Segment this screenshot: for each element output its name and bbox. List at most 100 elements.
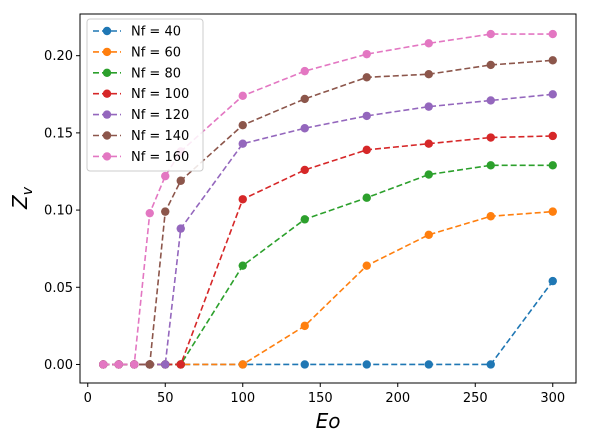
y-tick-label: 0.00 bbox=[44, 358, 73, 373]
y-tick-label: 0.20 bbox=[44, 49, 73, 64]
x-tick-label: 200 bbox=[385, 391, 410, 406]
data-point bbox=[161, 207, 170, 216]
legend-item: Nf = 120 bbox=[93, 108, 189, 123]
data-point bbox=[548, 56, 557, 65]
data-point bbox=[486, 360, 495, 369]
legend-label: Nf = 80 bbox=[131, 66, 181, 81]
legend-label: Nf = 60 bbox=[131, 45, 181, 60]
data-point bbox=[238, 195, 247, 204]
legend-marker bbox=[102, 110, 112, 119]
data-point bbox=[362, 73, 371, 82]
y-tick-label: 0.10 bbox=[44, 204, 73, 219]
x-tick-label: 50 bbox=[157, 391, 174, 406]
data-point bbox=[300, 165, 309, 175]
data-point bbox=[300, 66, 309, 76]
data-point bbox=[238, 120, 247, 130]
data-point bbox=[176, 360, 185, 369]
data-point bbox=[161, 360, 170, 369]
legend-item: Nf = 100 bbox=[93, 87, 189, 102]
data-point bbox=[300, 360, 309, 369]
data-point bbox=[486, 161, 495, 170]
y-axis: 0.00 0.05 0.10 0.15 0.20 bbox=[44, 49, 80, 373]
legend-marker bbox=[102, 68, 112, 78]
x-tick-label: 300 bbox=[540, 391, 565, 406]
legend-item: Nf = 140 bbox=[93, 129, 189, 144]
data-point bbox=[548, 161, 557, 170]
data-point bbox=[362, 145, 371, 155]
legend-label: Nf = 100 bbox=[131, 87, 189, 102]
data-point bbox=[238, 139, 247, 148]
x-tick-label: 150 bbox=[308, 391, 333, 406]
x-tick-label: 250 bbox=[463, 391, 488, 406]
legend-label: Nf = 160 bbox=[131, 150, 189, 165]
x-axis-label: Eo bbox=[316, 409, 341, 433]
legend-item: Nf = 60 bbox=[93, 45, 181, 60]
legend-label: Nf = 120 bbox=[131, 108, 189, 123]
data-point bbox=[424, 102, 433, 111]
data-point bbox=[486, 212, 495, 221]
legend-box bbox=[86, 18, 204, 172]
data-point bbox=[300, 321, 309, 331]
data-point bbox=[145, 208, 154, 218]
data-point bbox=[424, 70, 433, 79]
data-point bbox=[548, 29, 557, 39]
data-point bbox=[362, 360, 371, 369]
data-point bbox=[548, 90, 557, 99]
legend-marker bbox=[102, 26, 112, 36]
data-point bbox=[362, 111, 371, 121]
data-point bbox=[300, 124, 309, 133]
legend-label: Nf = 40 bbox=[131, 25, 181, 40]
data-point bbox=[424, 39, 433, 48]
legend-marker bbox=[102, 152, 112, 161]
data-point bbox=[300, 94, 309, 104]
data-point bbox=[548, 207, 557, 216]
data-point bbox=[238, 360, 247, 369]
x-tick-label: 100 bbox=[230, 391, 255, 406]
series-7 bbox=[99, 29, 557, 369]
data-point bbox=[486, 133, 495, 142]
data-point bbox=[238, 91, 247, 101]
data-point bbox=[176, 176, 185, 185]
data-point bbox=[362, 49, 371, 59]
data-point bbox=[300, 215, 309, 224]
data-point bbox=[176, 224, 185, 233]
data-point bbox=[548, 131, 557, 141]
y-axis-label-subscript: v bbox=[20, 186, 36, 195]
legend-item: Nf = 160 bbox=[93, 150, 189, 165]
x-tick-label: 0 bbox=[84, 391, 92, 406]
data-point bbox=[130, 360, 139, 369]
data-point bbox=[486, 60, 495, 70]
series-line bbox=[103, 210, 553, 366]
data-point bbox=[486, 29, 495, 39]
legend-item: Nf = 40 bbox=[93, 25, 181, 40]
data-point bbox=[424, 360, 433, 369]
x-axis: 0 50 100 150 200 250 300 bbox=[84, 383, 565, 406]
data-point bbox=[548, 276, 557, 286]
y-axis-label: Zv bbox=[8, 186, 36, 210]
y-tick-label: 0.15 bbox=[44, 126, 73, 141]
plot-area-frame bbox=[79, 13, 577, 384]
series-3 bbox=[99, 161, 557, 369]
legend-marker bbox=[102, 131, 112, 140]
data-point bbox=[424, 170, 433, 179]
legend: Nf = 40 Nf = 60 Nf = 80 Nf = 100 Nf = 120 Nf … bbox=[86, 18, 204, 172]
legend-item: Nf = 80 bbox=[93, 66, 181, 81]
y-tick-label: 0.05 bbox=[44, 281, 73, 296]
y-axis-label-main: Z bbox=[8, 194, 32, 210]
data-point bbox=[486, 96, 495, 105]
data-point bbox=[424, 230, 433, 239]
legend-marker bbox=[102, 47, 112, 57]
plot-series-layer bbox=[99, 29, 557, 369]
data-point bbox=[161, 171, 170, 181]
legend-label: Nf = 140 bbox=[131, 129, 189, 144]
data-point bbox=[114, 360, 123, 369]
series-1 bbox=[99, 276, 557, 369]
data-point bbox=[238, 261, 247, 270]
series-line bbox=[103, 164, 553, 366]
legend-marker bbox=[102, 89, 112, 98]
data-point bbox=[424, 139, 433, 148]
data-point bbox=[145, 360, 154, 369]
data-point bbox=[362, 193, 371, 202]
data-point bbox=[99, 360, 108, 369]
